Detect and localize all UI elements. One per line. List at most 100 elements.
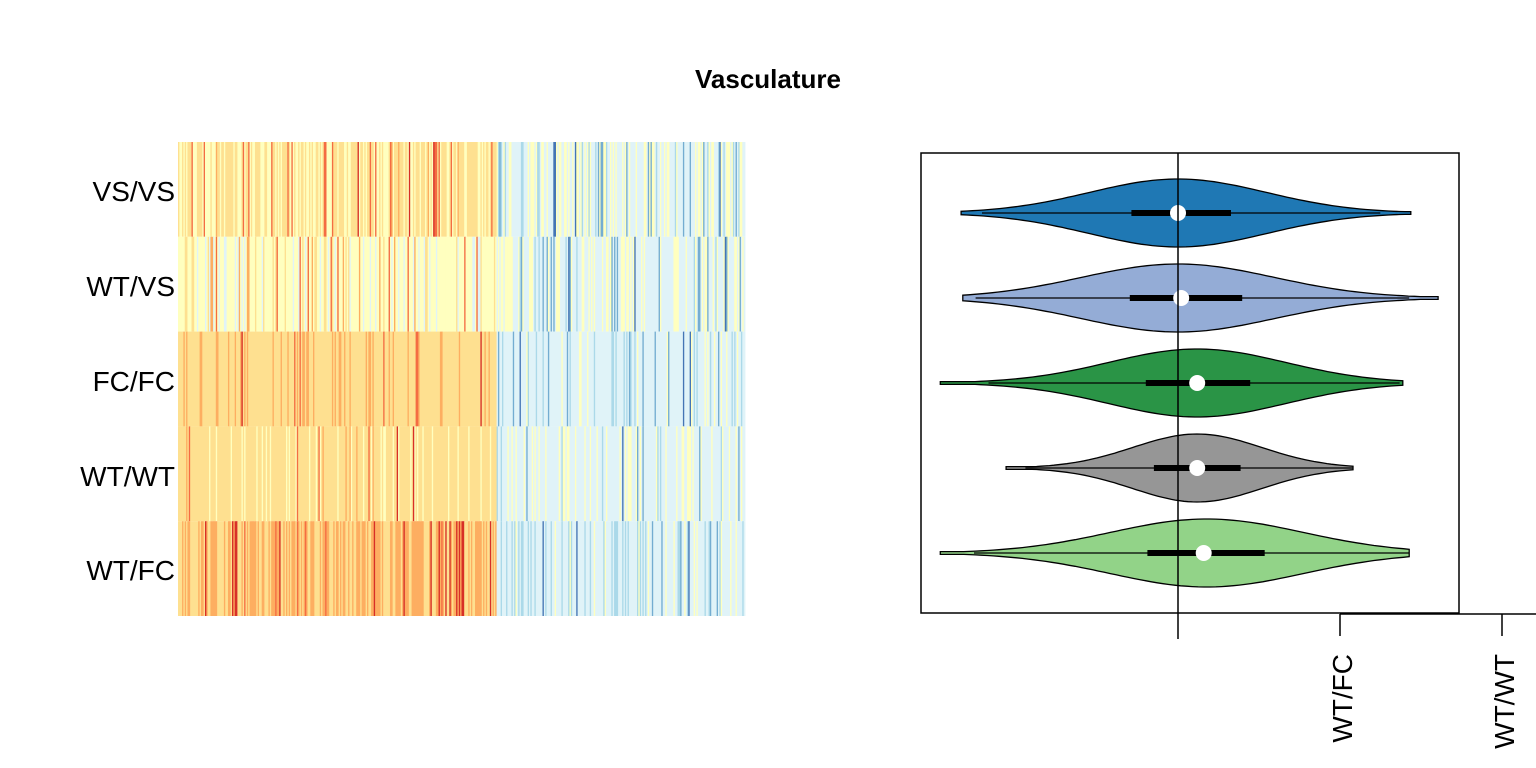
heatmap-cell (368, 142, 371, 237)
heatmap-cell (184, 426, 187, 522)
heatmap-cell (468, 331, 470, 427)
heatmap-cell (389, 236, 392, 332)
heatmap-cell (608, 236, 611, 332)
heatmap-cell (627, 236, 630, 332)
heatmap-cell (250, 142, 253, 237)
heatmap-cell (222, 426, 225, 522)
heatmap-cell (678, 142, 681, 237)
heatmap-cell (257, 426, 260, 522)
heatmap-cell (510, 142, 512, 237)
heatmap-cell (666, 236, 669, 332)
heatmap-cell (280, 236, 283, 332)
heatmap-cell (460, 236, 462, 332)
heatmap-cell (281, 426, 284, 522)
heatmap-cell (315, 331, 318, 427)
heatmap-cell (180, 236, 183, 332)
heatmap-cell (283, 331, 286, 427)
heatmap-cell (672, 426, 674, 522)
heatmap-cell (360, 521, 362, 616)
heatmap-cell (654, 142, 657, 237)
heatmap-cell (705, 331, 708, 427)
heatmap-cell (461, 426, 464, 522)
heatmap-cell (641, 521, 643, 616)
heatmap-cell (452, 236, 454, 332)
heatmap-cell (406, 142, 408, 237)
heatmap-cell (421, 236, 423, 332)
heatmap-cell (245, 142, 248, 237)
heatmap-cell (314, 236, 317, 332)
heatmap-cell (468, 521, 470, 616)
heatmap-cell (651, 521, 654, 616)
chart-title: Vasculature (695, 64, 841, 94)
heatmap-cell (200, 426, 203, 522)
heatmap-cell (317, 236, 319, 332)
heatmap-cell (387, 521, 389, 616)
heatmap-cell (568, 142, 570, 237)
heatmap-cell (488, 426, 491, 522)
heatmap-cell (472, 426, 475, 522)
heatmap-cell (637, 331, 639, 427)
heatmap-cell (723, 426, 726, 522)
heatmap-cell (496, 331, 499, 427)
heatmap-cell (344, 426, 346, 522)
heatmap-cell (734, 426, 736, 522)
heatmap-cell (624, 142, 627, 237)
heatmap-cell (740, 426, 743, 522)
heatmap-cell (608, 142, 611, 237)
heatmap-cell (499, 236, 502, 332)
heatmap-cell (248, 236, 250, 332)
heatmap-cell (288, 142, 291, 237)
heatmap-cell (615, 426, 618, 522)
heatmap-cell (522, 426, 524, 522)
heatmap-cell (626, 142, 628, 237)
heatmap-cell (458, 426, 461, 522)
heatmap-cell (214, 426, 217, 522)
heatmap-cell (414, 331, 416, 427)
heatmap-cell (569, 426, 572, 522)
heatmap-cell (504, 426, 507, 522)
heatmap-cell (566, 142, 569, 237)
heatmap-cell (384, 142, 387, 237)
heatmap-cell (560, 142, 562, 237)
heatmap-cell (210, 142, 213, 237)
heatmap-cell (385, 426, 388, 522)
heatmap-cell (249, 142, 252, 237)
heatmap-cell (711, 142, 713, 237)
heatmap-cell (583, 236, 585, 332)
heatmap-cell (371, 142, 373, 237)
violin-group (1005, 433, 1354, 503)
heatmap-cell (291, 331, 294, 427)
heatmap-cell (317, 426, 319, 522)
heatmap-cell (699, 331, 701, 427)
heatmap-cell (453, 521, 456, 616)
heatmap-cell (377, 521, 380, 616)
heatmap-cell (408, 331, 411, 427)
heatmap-cell (334, 142, 337, 237)
heatmap-cell (689, 236, 692, 332)
heatmap-cell (195, 426, 198, 522)
heatmap-cell (573, 142, 576, 237)
heatmap-cell (352, 426, 354, 522)
heatmap-row-labels: VS/VS WT/VS FC/FC WT/WT WT/FC (80, 176, 175, 586)
heatmap-cell (287, 236, 290, 332)
heatmap-cell (547, 426, 550, 522)
heatmap-cell (522, 521, 524, 616)
heatmap-cell (672, 142, 674, 237)
heatmap-cell (604, 521, 607, 616)
heatmap-cell (264, 331, 267, 427)
heatmap-cell (346, 331, 349, 427)
heatmap-cell (295, 142, 298, 237)
heatmap-cell (353, 521, 356, 616)
heatmap-cell (353, 142, 356, 237)
heatmap-cell (307, 521, 310, 616)
heatmap-cell (329, 426, 331, 522)
heatmap-cell (669, 521, 672, 616)
heatmap-cell (218, 236, 221, 332)
heatmap-cell (268, 236, 271, 332)
heatmap-cell (681, 426, 684, 522)
heatmap-cell (182, 142, 184, 237)
heatmap-cell (662, 331, 665, 427)
heatmap-cell (325, 142, 327, 237)
heatmap-cell (234, 521, 237, 616)
heatmap-cell (620, 142, 623, 237)
